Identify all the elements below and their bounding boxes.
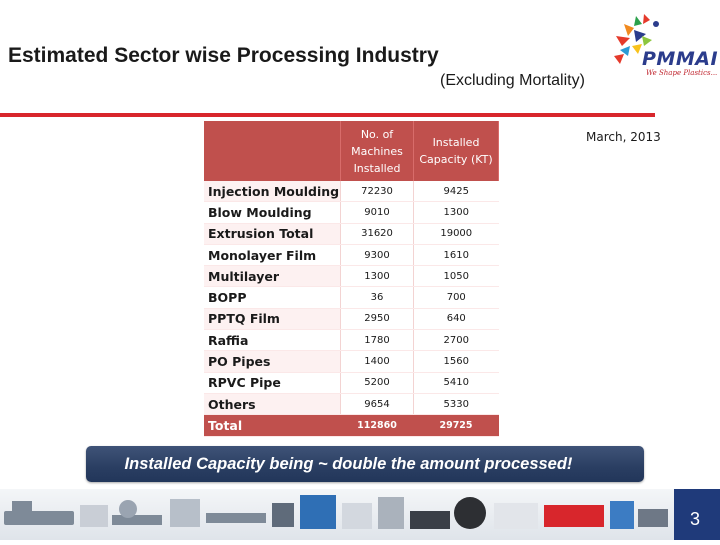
page-number: 3 <box>690 509 701 529</box>
row-machines: 5200 <box>340 372 414 394</box>
row-label: Multilayer <box>204 265 341 288</box>
table-row: PPTQ Film 2950 640 <box>204 308 499 331</box>
table-row: PO Pipes 1400 1560 <box>204 350 499 373</box>
table-row: RPVC Pipe 5200 5410 <box>204 372 499 394</box>
total-capacity: 29725 <box>413 414 499 438</box>
row-label: PO Pipes <box>204 350 341 373</box>
table-row: Raffia 1780 2700 <box>204 329 499 352</box>
table-row: Monolayer Film 9300 1610 <box>204 244 499 267</box>
table-row: Injection Moulding 72230 9425 <box>204 181 499 203</box>
machinery-photo-strip <box>0 489 674 540</box>
row-machines: 9654 <box>340 393 414 416</box>
row-label: RPVC Pipe <box>204 372 341 394</box>
row-machines: 31620 <box>340 223 414 245</box>
row-capacity: 1300 <box>413 201 499 224</box>
row-machines: 1300 <box>340 265 414 288</box>
row-label: Blow Moulding <box>204 201 341 224</box>
row-machines: 9010 <box>340 201 414 224</box>
total-machines: 112860 <box>340 414 414 438</box>
row-label: BOPP <box>204 286 341 309</box>
table-total-row: Total 112860 29725 <box>204 414 499 438</box>
header-machines-label: No. of Machines Installed <box>351 127 403 175</box>
row-machines: 2950 <box>340 308 414 331</box>
total-label: Total <box>204 414 341 438</box>
callout-banner: Installed Capacity being ~ double the am… <box>86 446 644 482</box>
row-label: Raffia <box>204 329 341 352</box>
report-date: March, 2013 <box>586 130 661 144</box>
table-row: Extrusion Total 31620 19000 <box>204 223 499 245</box>
row-label: PPTQ Film <box>204 308 341 331</box>
header-capacity: Installed Capacity (KT) <box>413 121 499 181</box>
row-machines: 1780 <box>340 329 414 352</box>
callout-text: Installed Capacity being ~ double the am… <box>124 455 573 473</box>
processing-table: No. of Machines Installed Installed Capa… <box>204 121 499 438</box>
row-capacity: 5330 <box>413 393 499 416</box>
machinery-illustration-icon <box>4 495 668 529</box>
row-machines: 36 <box>340 286 414 309</box>
row-capacity: 1050 <box>413 265 499 288</box>
page-number-box: 3 <box>674 489 720 540</box>
row-capacity: 9425 <box>413 181 499 203</box>
table-row: BOPP 36 700 <box>204 286 499 309</box>
row-capacity: 5410 <box>413 372 499 394</box>
header-machines: No. of Machines Installed <box>340 121 414 181</box>
row-capacity: 1610 <box>413 244 499 267</box>
row-label: Extrusion Total <box>204 223 341 245</box>
table-header-row: No. of Machines Installed Installed Capa… <box>204 121 499 181</box>
row-machines: 1400 <box>340 350 414 373</box>
logo-tagline: We Shape Plastics... <box>646 69 718 77</box>
row-label: Monolayer Film <box>204 244 341 267</box>
slide-subtitle: (Excluding Mortality) <box>440 72 585 89</box>
table-row: Multilayer 1300 1050 <box>204 265 499 288</box>
table-row: Blow Moulding 9010 1300 <box>204 201 499 224</box>
header-sector <box>204 121 341 181</box>
title-rule <box>0 113 655 117</box>
table-row: Others 9654 5330 <box>204 393 499 416</box>
row-capacity: 2700 <box>413 329 499 352</box>
row-machines: 9300 <box>340 244 414 267</box>
row-capacity: 19000 <box>413 223 499 245</box>
logo-brand: PMMAI <box>642 48 719 70</box>
row-label: Others <box>204 393 341 416</box>
pmmai-logo-icon <box>614 14 659 64</box>
slide-title: Estimated Sector wise Processing Industr… <box>8 44 439 67</box>
row-label: Injection Moulding <box>204 181 341 203</box>
row-capacity: 700 <box>413 286 499 309</box>
row-machines: 72230 <box>340 181 414 203</box>
row-capacity: 640 <box>413 308 499 331</box>
header-capacity-label: Installed Capacity (KT) <box>419 136 493 166</box>
row-capacity: 1560 <box>413 350 499 373</box>
